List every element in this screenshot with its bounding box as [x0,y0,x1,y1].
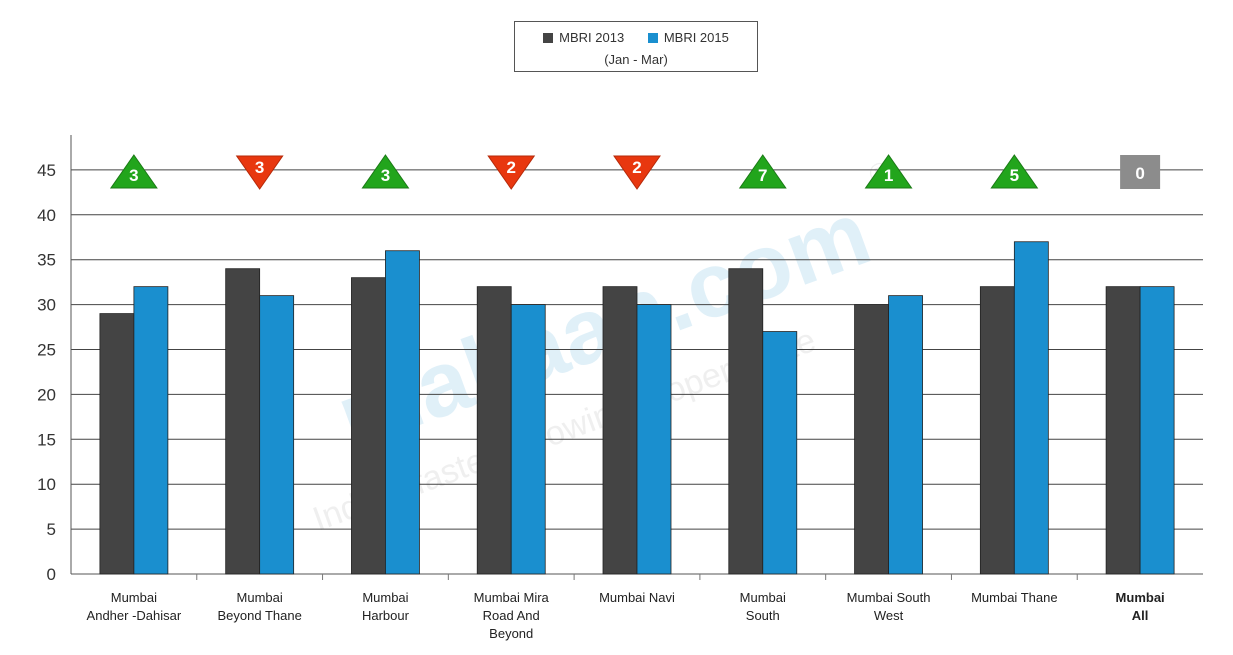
legend-subtitle: (Jan - Mar) [604,52,668,67]
bar-2015-5 [762,331,798,575]
bar-2015-8 [1139,286,1175,575]
legend-label-2013: MBRI 2013 [559,30,625,45]
x-tick-label: Mumbai [237,590,283,605]
legend-swatch-2013 [543,33,554,43]
bar-2015-3 [510,304,546,575]
legend-item-2013[interactable]: MBRI 2013 [543,30,624,45]
x-tick-label: Mumbai [1116,590,1165,605]
bar-2013-0 [99,313,135,575]
bar-2015-6 [888,295,923,575]
bar-2013-5 [728,268,764,575]
bar-2013-7 [979,286,1015,575]
y-tick-label: 25 [37,341,56,360]
y-tick-label: 35 [37,251,56,270]
x-tick-label: Beyond Thane [217,608,301,623]
bar-2015-7 [1013,241,1049,575]
bar-2015-4 [636,304,672,575]
x-tick-label: Mumbai [740,590,786,605]
x-tick-label: Mumbai Mira [474,590,550,605]
indicator-label: 1 [884,166,893,185]
indicator-label: 5 [1010,166,1019,185]
legend-swatch-2015 [647,33,658,43]
bar-2015-2 [385,250,420,575]
indicator-up-6 [864,154,913,189]
indicator-label: 0 [1135,164,1144,183]
bar-2013-8 [1105,286,1141,575]
legend-item-2015[interactable]: MBRI 2015 [647,30,729,45]
indicator-label: 3 [381,166,390,185]
x-tick-label: All [1132,608,1149,623]
legend-row: MBRI 2013 MBRI 2015 [515,30,757,45]
indicator-up-7 [990,154,1039,189]
x-tick-label: Harbour [362,608,410,623]
indicator-down-3 [487,155,536,190]
y-tick-label: 10 [37,475,56,494]
indicator-up-5 [738,154,787,189]
indicator-label: 3 [255,158,264,177]
y-tick-label: 0 [47,565,56,584]
bar-2013-3 [476,286,512,575]
x-tick-label: West [874,608,904,623]
x-tick-label: Mumbai Thane [971,590,1057,605]
y-tick-label: 30 [37,296,56,315]
y-tick-label: 40 [37,206,56,225]
y-tick-label: 15 [37,430,56,449]
bar-2013-2 [351,277,386,575]
y-tick-label: 20 [37,385,56,404]
y-tick-label: 5 [47,520,56,539]
indicator-label: 3 [129,166,138,185]
legend-label-2015: MBRI 2015 [663,30,729,45]
x-tick-label: Road And [483,608,540,623]
indicator-neutral-8 [1120,155,1161,189]
x-tick-label: Beyond [489,626,533,641]
indicator-label: 2 [506,158,515,177]
indicator-up-2 [361,154,410,189]
x-tick-label: Mumbai [111,590,157,605]
x-tick-label: South [746,608,780,623]
indicator-label: 7 [758,166,767,185]
x-tick-label: Andher -Dahisar [87,608,182,623]
indicator-down-1 [235,155,284,190]
legend: MBRI 2013 MBRI 2015 (Jan - Mar) [514,21,758,72]
bar-2013-1 [225,268,261,575]
bar-2015-0 [133,286,169,575]
x-tick-label: Mumbai South [847,590,931,605]
bar-2013-4 [602,286,638,575]
indicator-label: 2 [632,158,641,177]
indicator-down-4 [613,155,661,190]
y-tick-label: 45 [37,161,56,180]
x-tick-label: Mumbai Navi [599,590,675,605]
indicator-up-0 [109,154,158,189]
bar-2013-6 [854,304,889,575]
bar-2015-1 [259,295,295,575]
x-tick-label: Mumbai [362,590,408,605]
